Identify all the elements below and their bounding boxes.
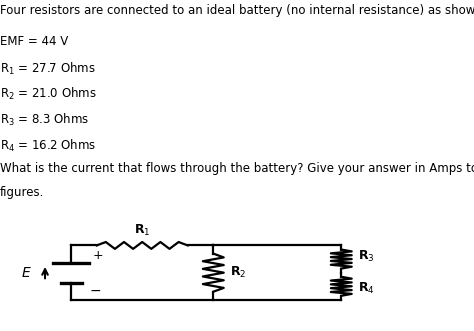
- Text: Four resistors are connected to an ideal battery (no internal resistance) as sho: Four resistors are connected to an ideal…: [0, 4, 474, 17]
- Text: EMF = 44 V: EMF = 44 V: [0, 34, 68, 48]
- Text: R$_4$: R$_4$: [358, 281, 374, 296]
- Text: R$_2$ = 21.0 Ohms: R$_2$ = 21.0 Ohms: [0, 86, 97, 103]
- Text: −: −: [89, 284, 101, 298]
- Text: What is the current that flows through the battery? Give your answer in Amps to : What is the current that flows through t…: [0, 162, 474, 175]
- Text: R$_1$ = 27.7 Ohms: R$_1$ = 27.7 Ohms: [0, 61, 96, 76]
- Text: R$_4$ = 16.2 Ohms: R$_4$ = 16.2 Ohms: [0, 138, 96, 154]
- Text: R$_3$ = 8.3 Ohms: R$_3$ = 8.3 Ohms: [0, 112, 89, 128]
- Text: R$_2$: R$_2$: [230, 265, 246, 280]
- Text: figures.: figures.: [0, 186, 45, 199]
- Text: +: +: [92, 249, 103, 262]
- Text: R$_3$: R$_3$: [358, 249, 374, 264]
- Text: E: E: [22, 266, 30, 280]
- Text: R$_1$: R$_1$: [134, 223, 150, 238]
